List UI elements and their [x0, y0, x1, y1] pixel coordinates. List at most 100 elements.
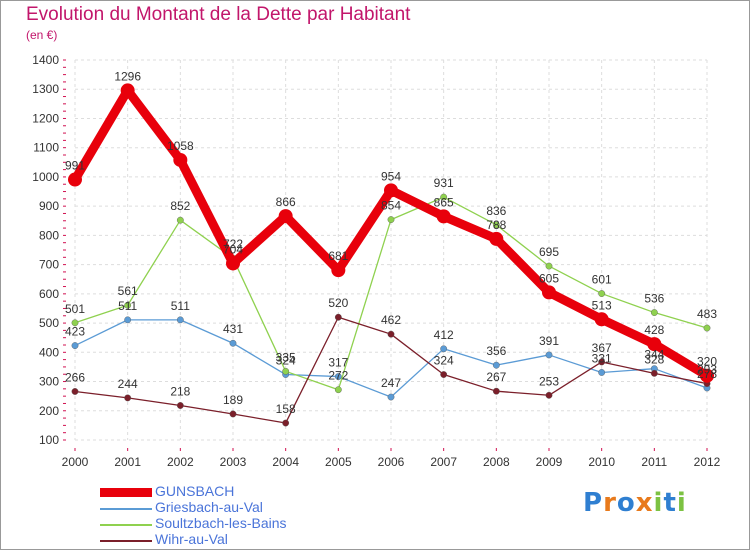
data-point — [489, 231, 504, 246]
data-label: 1058 — [167, 139, 194, 153]
data-point — [598, 369, 606, 376]
y-tick-label: 200 — [39, 404, 59, 418]
data-point — [176, 216, 184, 224]
data-point — [700, 368, 714, 383]
data-label: 293 — [697, 363, 717, 377]
legend-swatch-wihr — [100, 540, 152, 542]
data-point — [71, 388, 79, 395]
data-label: 852 — [170, 199, 190, 213]
data-point — [440, 345, 448, 353]
data-label: 865 — [434, 195, 454, 209]
logo-letter: i — [653, 488, 664, 518]
legend-item-gunsbach: GUNSBACH — [100, 483, 360, 500]
data-point — [331, 263, 346, 278]
data-point — [647, 337, 662, 352]
y-tick-label: 600 — [39, 287, 59, 301]
data-label: 278 — [697, 367, 717, 381]
data-label: 513 — [592, 298, 612, 312]
data-label: 520 — [328, 296, 348, 310]
x-tick-label: 2002 — [167, 455, 194, 469]
data-label: 722 — [223, 237, 243, 251]
y-tick-label: 500 — [39, 316, 59, 330]
y-tick-label: 100 — [39, 433, 59, 447]
data-label: 317 — [328, 356, 348, 370]
data-label: 158 — [276, 402, 296, 416]
data-point — [436, 209, 451, 224]
data-label: 605 — [539, 271, 559, 285]
data-label: 331 — [592, 351, 612, 365]
data-point — [598, 290, 606, 297]
data-label: 511 — [171, 299, 190, 313]
data-label: 428 — [644, 323, 664, 337]
data-label: 328 — [644, 352, 664, 366]
y-tick-label: 1200 — [32, 111, 59, 125]
data-label: 324 — [276, 354, 296, 368]
legend: GUNSBACH Griesbach-au-Val Soultzbach-les… — [100, 483, 360, 548]
data-label: 356 — [486, 344, 506, 358]
data-label: 335 — [276, 350, 296, 364]
legend-item-griesbach: Griesbach-au-Val — [100, 499, 360, 516]
data-label: 320 — [697, 355, 717, 369]
legend-swatch-soultzbach — [100, 524, 152, 526]
x-tick-label: 2000 — [62, 455, 89, 469]
logo-letter: x — [635, 488, 654, 518]
data-label: 189 — [223, 393, 243, 407]
logo-letter: i — [676, 488, 687, 518]
y-tick-label: 300 — [39, 375, 59, 389]
chart-subtitle: (en €) — [26, 28, 58, 42]
data-point — [440, 371, 448, 378]
x-tick-label: 2008 — [483, 455, 510, 469]
data-point — [176, 402, 184, 409]
legend-label-gunsbach: GUNSBACH — [155, 483, 235, 499]
x-tick-label: 2006 — [378, 455, 405, 469]
data-point — [124, 394, 132, 402]
x-tick-label: 2005 — [325, 455, 352, 469]
data-point — [229, 410, 237, 418]
data-point — [492, 387, 500, 395]
data-point — [545, 351, 553, 359]
data-point — [492, 221, 500, 229]
data-point — [282, 367, 290, 375]
data-point — [334, 386, 342, 394]
data-point — [387, 216, 395, 224]
data-point — [545, 262, 553, 270]
data-point — [68, 172, 82, 187]
data-label: 462 — [381, 313, 401, 327]
data-label: 244 — [118, 377, 138, 391]
data-point — [545, 391, 553, 399]
legend-label-wihr: Wihr-au-Val — [155, 531, 228, 547]
data-label: 218 — [170, 385, 190, 399]
data-label: 601 — [592, 273, 612, 287]
legend-swatch-griesbach — [100, 508, 152, 510]
y-tick-label: 900 — [39, 199, 59, 213]
data-point — [440, 193, 448, 201]
data-point — [492, 361, 500, 369]
legend-item-soultzbach: Soultzbach-les-Bains — [100, 515, 360, 532]
data-point — [387, 330, 395, 338]
y-tick-label: 1400 — [32, 53, 59, 67]
y-tick-label: 800 — [39, 228, 59, 242]
logo-letter: P — [583, 488, 604, 518]
data-label: 423 — [65, 325, 85, 339]
legend-label-soultzbach: Soultzbach-les-Bains — [155, 515, 287, 531]
data-label: 866 — [276, 195, 296, 209]
data-label: 391 — [539, 334, 559, 348]
x-tick-label: 2007 — [430, 455, 457, 469]
y-tick-label: 1000 — [32, 170, 59, 184]
data-label: 1296 — [114, 69, 141, 83]
x-tick-label: 2010 — [588, 455, 615, 469]
data-point — [542, 285, 556, 300]
data-label: 272 — [328, 369, 348, 383]
data-label: 681 — [328, 249, 348, 263]
x-tick-label: 2004 — [272, 455, 299, 469]
data-point — [226, 256, 240, 271]
logo-letter: r — [603, 488, 617, 518]
data-point — [176, 316, 184, 324]
data-label: 266 — [65, 370, 85, 384]
data-point — [71, 342, 79, 349]
data-label: 836 — [486, 204, 506, 218]
data-label: 247 — [381, 376, 401, 390]
logo-letter: o — [616, 488, 636, 518]
data-label: 501 — [65, 302, 85, 316]
